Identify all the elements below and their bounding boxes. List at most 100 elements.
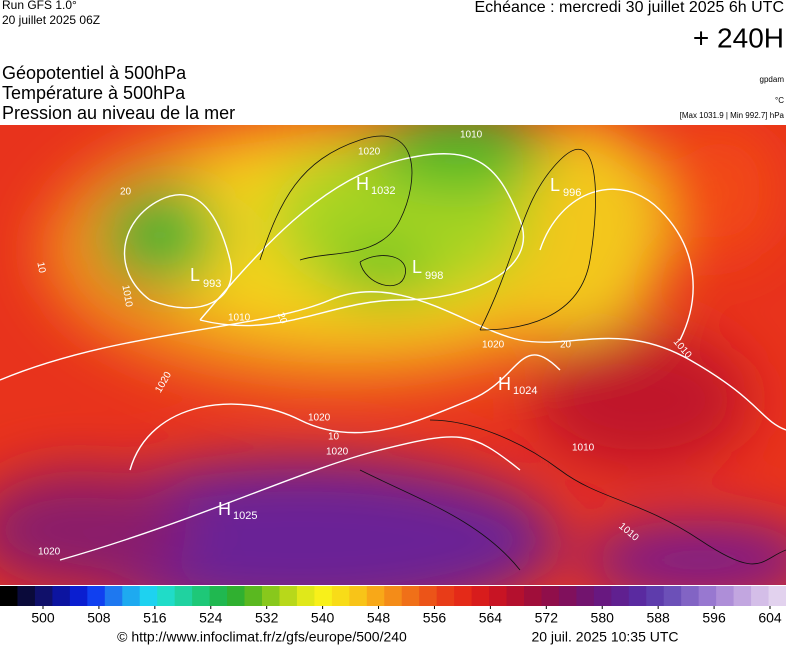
- pressure-center: H 1024: [498, 374, 537, 397]
- pressure-center: L 996: [550, 175, 581, 199]
- colorbar-tick-label: 588: [646, 610, 670, 626]
- colorbar-tick-label: 564: [479, 610, 503, 626]
- colorbar-swatch: [174, 586, 193, 606]
- center-letter: L: [190, 265, 200, 285]
- colorbar-swatch: [34, 586, 53, 606]
- center-value: 1032: [371, 185, 395, 197]
- contour-label: 1020: [482, 340, 505, 351]
- colorbar-swatch: [646, 586, 665, 606]
- contour-label: 20: [560, 340, 572, 351]
- center-value: 998: [425, 270, 443, 282]
- colorbar-tick-label: 500: [31, 610, 55, 626]
- colorbar-tick-label: 572: [535, 610, 559, 626]
- colorbar-swatch: [751, 586, 770, 606]
- colorbar-swatch: [716, 586, 735, 606]
- colorbar-swatch: [69, 586, 88, 606]
- colorbar-swatch: [768, 586, 786, 606]
- center-letter: L: [412, 257, 422, 277]
- pressure-center: L 998: [412, 257, 443, 282]
- colorbar-swatch: [558, 586, 577, 606]
- colorbar-swatch: [262, 586, 280, 606]
- colorbar-tick-label: 604: [758, 610, 782, 626]
- unit: [Max 1031.9 | Min 992.7] hPa: [680, 111, 785, 120]
- colorbar-swatch: [471, 586, 490, 606]
- center-letter: H: [356, 174, 369, 194]
- colorbar-swatch: [436, 586, 455, 606]
- colorbar-swatch: [279, 586, 298, 606]
- colorbar-swatch: [17, 586, 36, 606]
- contour-label: 1010: [460, 130, 483, 141]
- run-date: 20 juillet 2025 06Z: [2, 13, 100, 27]
- colorbar-swatch: [122, 586, 141, 606]
- colorbar-tick-label: 524: [199, 610, 223, 626]
- colorbar-tick-label: 556: [423, 610, 447, 626]
- contour-label: 1010: [572, 443, 595, 454]
- unit: gpdam: [760, 75, 785, 84]
- colorbar-swatch: [681, 586, 700, 606]
- colorbar-swatch: [366, 586, 385, 606]
- contour-label: 20: [275, 311, 289, 326]
- colorbar-tick-label: 548: [367, 610, 391, 626]
- contour-label: 1020: [326, 447, 349, 458]
- center-value: 996: [563, 187, 581, 199]
- center-letter: L: [550, 175, 560, 195]
- colorbar-swatch: [506, 586, 525, 606]
- contour-label: 1020: [308, 413, 331, 424]
- colorbar-swatch: [733, 586, 752, 606]
- colorbar-swatch: [139, 586, 158, 606]
- contour-labels: 1010 1020 1010 1010 1010 1010 1020 1020 …: [34, 130, 693, 558]
- colorbar-swatch: [244, 586, 263, 606]
- layer: Géopotentiel à 500hPa: [2, 63, 187, 83]
- center-value: 1025: [233, 510, 257, 522]
- colorbar-swatch: [314, 586, 333, 606]
- run: Run GFS 1.0°: [2, 0, 77, 12]
- colorbar-swatch: [524, 586, 542, 606]
- colorbar-swatch: [87, 586, 106, 606]
- colorbar-tick-label: 540: [311, 610, 335, 626]
- colorbar-tick-label: 508: [87, 610, 111, 626]
- colorbar-swatch: [157, 586, 176, 606]
- colorbar-tick-label: 516: [143, 610, 167, 626]
- contour-label: 1010: [119, 284, 134, 308]
- colorbar-swatch: [628, 586, 647, 606]
- colorbar-tick-label: 580: [591, 610, 615, 626]
- colorbar-swatch: [541, 586, 560, 606]
- contour-label: 1010: [228, 313, 251, 324]
- contour-label: 1020: [38, 547, 61, 558]
- colorbar-swatch: [611, 586, 630, 606]
- contour-label: 1020: [358, 147, 381, 158]
- colorbar-swatch: [227, 586, 246, 606]
- center-letter: H: [498, 374, 511, 394]
- center-value: 1024: [513, 385, 537, 397]
- source-url: © http://www.infoclimat.fr/z/gfs/europe/…: [117, 629, 407, 645]
- center-letter: H: [218, 499, 231, 519]
- contour-label: 10: [328, 432, 340, 443]
- pressure-center: H 1032: [356, 174, 395, 197]
- timestamp: 20 juil. 2025 10:35 UTC: [531, 629, 678, 645]
- colorbar-swatch: [401, 586, 420, 606]
- colorbar: 500 508 516 524 532 540 548 556 564 572 580 588 596 6…: [0, 586, 786, 626]
- pressure-center: L 993: [190, 265, 221, 290]
- colorbar-tick-label: 532: [255, 610, 279, 626]
- colorbar-swatch: [192, 586, 211, 606]
- layer: Pression au niveau de la mer: [2, 103, 235, 123]
- colorbar-swatch: [663, 586, 682, 606]
- unit: °C: [775, 96, 784, 105]
- colorbar-swatch: [331, 586, 350, 606]
- center-value: 993: [203, 278, 221, 290]
- colorbar-swatch: [593, 586, 612, 606]
- echeance: Echéance : mercredi 30 juillet 2025 6h U…: [475, 0, 785, 16]
- lead-time: + 240H: [693, 22, 784, 53]
- map-field: [0, 125, 786, 585]
- colorbar-swatch: [209, 586, 228, 606]
- contour-label: 20: [120, 187, 132, 198]
- colorbar-swatch: [296, 586, 315, 606]
- isobars: [0, 153, 786, 561]
- colorbar-swatch: [52, 586, 71, 606]
- colorbar-swatch: [454, 586, 473, 606]
- colorbar-swatch: [349, 586, 368, 606]
- contour-label: 10: [34, 261, 47, 274]
- colorbar-swatch: [419, 586, 438, 606]
- colorbar-swatch: [698, 586, 717, 606]
